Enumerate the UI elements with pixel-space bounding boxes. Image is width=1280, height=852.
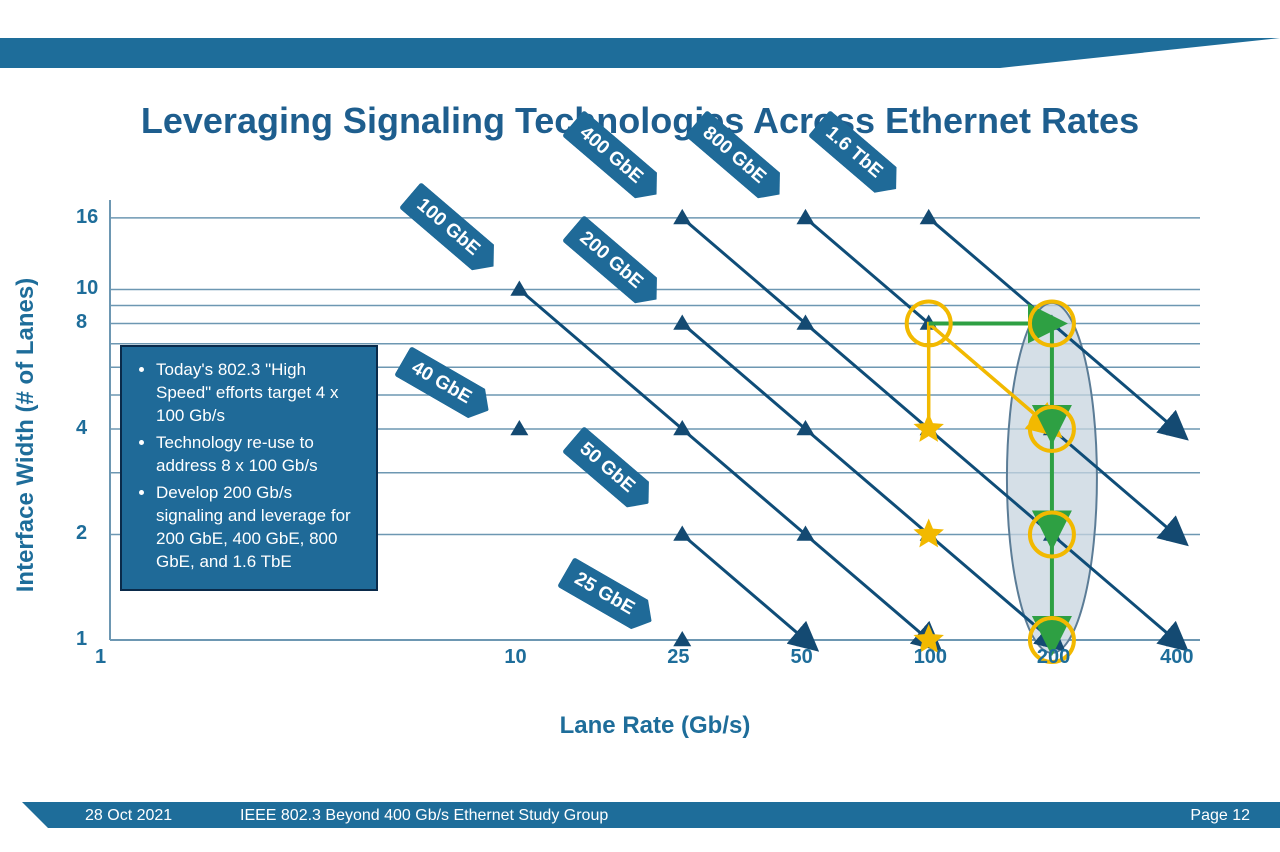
top-bar	[0, 38, 1280, 68]
x-axis-label: Lane Rate (Gb/s)	[110, 712, 1200, 740]
info-box: Today's 802.3 "High Speed" efforts targe…	[120, 345, 378, 591]
x-tick: 200	[1037, 646, 1070, 669]
info-bullet: Technology re-use to address 8 x 100 Gb/…	[156, 432, 362, 478]
series-line	[682, 323, 1052, 640]
data-marker	[673, 209, 691, 224]
data-marker	[673, 314, 691, 329]
data-marker	[510, 420, 528, 435]
bottom-bar	[0, 802, 1280, 828]
info-bullet: Develop 200 Gb/s signaling and leverage …	[156, 482, 362, 574]
x-tick: 400	[1160, 646, 1193, 669]
slide-title: Leveraging Signaling Technologies Across…	[0, 100, 1280, 142]
footer-page: Page 12	[1190, 807, 1250, 825]
x-tick: 1	[95, 646, 106, 669]
slide: Leveraging Signaling Technologies Across…	[0, 0, 1280, 852]
x-tick: 10	[504, 646, 526, 669]
x-tick: 100	[914, 646, 947, 669]
footer-center: IEEE 802.3 Beyond 400 Gb/s Ethernet Stud…	[240, 807, 608, 825]
data-marker	[673, 631, 691, 646]
x-tick: 25	[667, 646, 689, 669]
info-bullet: Today's 802.3 "High Speed" efforts targe…	[156, 359, 362, 428]
y-axis-label: Interface Width (# of Lanes)	[12, 200, 40, 670]
footer-date: 28 Oct 2021	[85, 807, 172, 825]
data-marker	[673, 525, 691, 540]
data-marker	[510, 280, 528, 295]
x-tick: 50	[790, 646, 812, 669]
series-line	[682, 534, 805, 640]
data-marker	[796, 209, 814, 224]
data-marker	[920, 209, 938, 224]
